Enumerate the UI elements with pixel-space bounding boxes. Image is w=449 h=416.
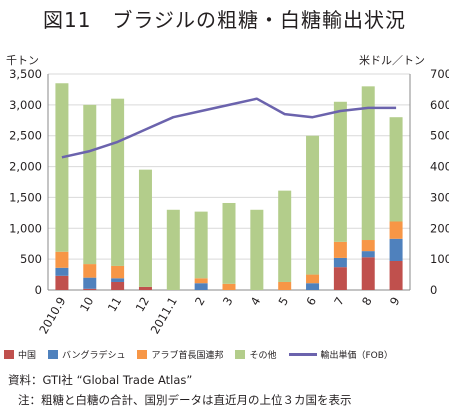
legend-item: 中国 [4,348,36,361]
bar-segment [361,251,375,258]
right-tick-label: 600 [430,98,449,112]
legend-item: 輸出単価（FOB） [288,348,393,361]
x-tick-label: 3 [220,295,236,308]
left-tick-label: 3,500 [9,67,42,81]
bar-segment [333,241,347,258]
legend-label: バングラデシュ [62,350,126,361]
legend-item: バングラデシュ [48,348,125,361]
bar-segment [194,283,208,290]
x-tick-label: 7 [331,295,347,308]
bar-segment [138,286,152,290]
x-tick-label: 5 [276,295,292,308]
legend-swatch [48,349,59,359]
left-tick-label: 0 [35,283,42,297]
bar-segment [55,83,69,252]
bar-segment [55,267,69,276]
source-note: 資料：GTI社 “Global Trade Atlas” [8,373,193,387]
bar-segment [83,104,97,265]
bar-segment [250,209,264,290]
right-tick-label: 400 [430,160,449,174]
legend-item: アラブ首長国連邦 [137,348,223,361]
bar-segment [278,190,292,282]
bar-segment [55,275,69,290]
legend-label: 輸出単価（FOB） [320,350,393,361]
right-axis-unit: 米ドル／トン [359,54,425,67]
bar-segment [111,265,125,279]
x-tick-label: 8 [359,295,375,308]
bar-segment [111,98,125,266]
bar-segment [389,238,403,261]
bar-segment [138,169,152,287]
right-tick-label: 0 [430,283,437,297]
left-tick-label: 3,000 [9,98,42,112]
left-axis-unit: 千トン [6,54,39,67]
x-tick-label: 2011.1 [148,295,180,337]
bar-segment [389,260,403,290]
right-tick-label: 200 [430,221,449,235]
chart-plot: 0 0 500 100 1,000 200 1,500 300 2,000 400 2,500 500… [9,67,449,337]
bar-segment [361,240,375,252]
legend-item: その他 [235,348,277,361]
footnote: 注：粗糖と白糖の合計、国別データは直近月の上位３カ国を表示 [18,393,352,407]
x-tick-label: 10 [77,295,96,315]
bar-segment [333,101,347,242]
legend-label: アラブ首長国連邦 [151,350,224,361]
bar-segment [83,277,97,289]
bar-segment [306,283,320,290]
bar-segment [83,288,97,290]
legend-swatch [4,349,14,359]
bar-segment [389,221,403,239]
bar-segment [361,257,375,290]
bar-segment [306,135,320,275]
right-tick-label: 500 [430,129,449,143]
legend-label: 中国 [18,350,37,361]
bar-segment [333,257,347,268]
right-tick-label: 700 [430,67,449,81]
bar-segment [333,267,347,290]
bar-segment [361,86,375,241]
bar-segment [222,202,236,284]
price-line [61,97,397,159]
chart-legend: 中国 バングラデシュ アラブ首長国連邦 その他 輸出単価（FOB） [4,346,444,362]
x-tick-label: 2010.9 [36,295,68,337]
chart-title: 図11 ブラジルの粗糖・白糖輸出状況 [42,8,407,32]
x-tick-label: 4 [248,295,264,308]
bar-segment [55,251,69,268]
x-tick-label: 11 [105,295,124,315]
bar-segment [278,281,292,290]
bar-segment [389,117,403,222]
left-tick-label: 1,000 [9,221,42,235]
bar-segment [222,283,236,290]
x-tick-label: 6 [303,295,319,308]
right-tick-label: 100 [430,252,449,266]
left-tick-label: 500 [20,252,42,266]
bar-segment [111,278,125,282]
legend-swatch [137,349,148,359]
bar-segment [306,274,320,284]
bar-segment [166,209,180,290]
x-tick-label: 12 [133,295,152,315]
right-tick-label: 300 [430,190,449,204]
legend-line-swatch [288,352,317,356]
x-tick-label: 2 [192,295,208,308]
bar-segment [83,264,97,278]
bar-segment [194,278,208,284]
legend-swatch [235,349,246,359]
left-tick-label: 2,000 [9,160,42,174]
x-tick-label: 9 [387,295,403,308]
legend-label: その他 [249,350,277,361]
bar-segment [194,211,208,279]
bar-segment [111,281,125,290]
left-tick-label: 2,500 [9,129,42,143]
left-tick-label: 1,500 [9,190,42,204]
